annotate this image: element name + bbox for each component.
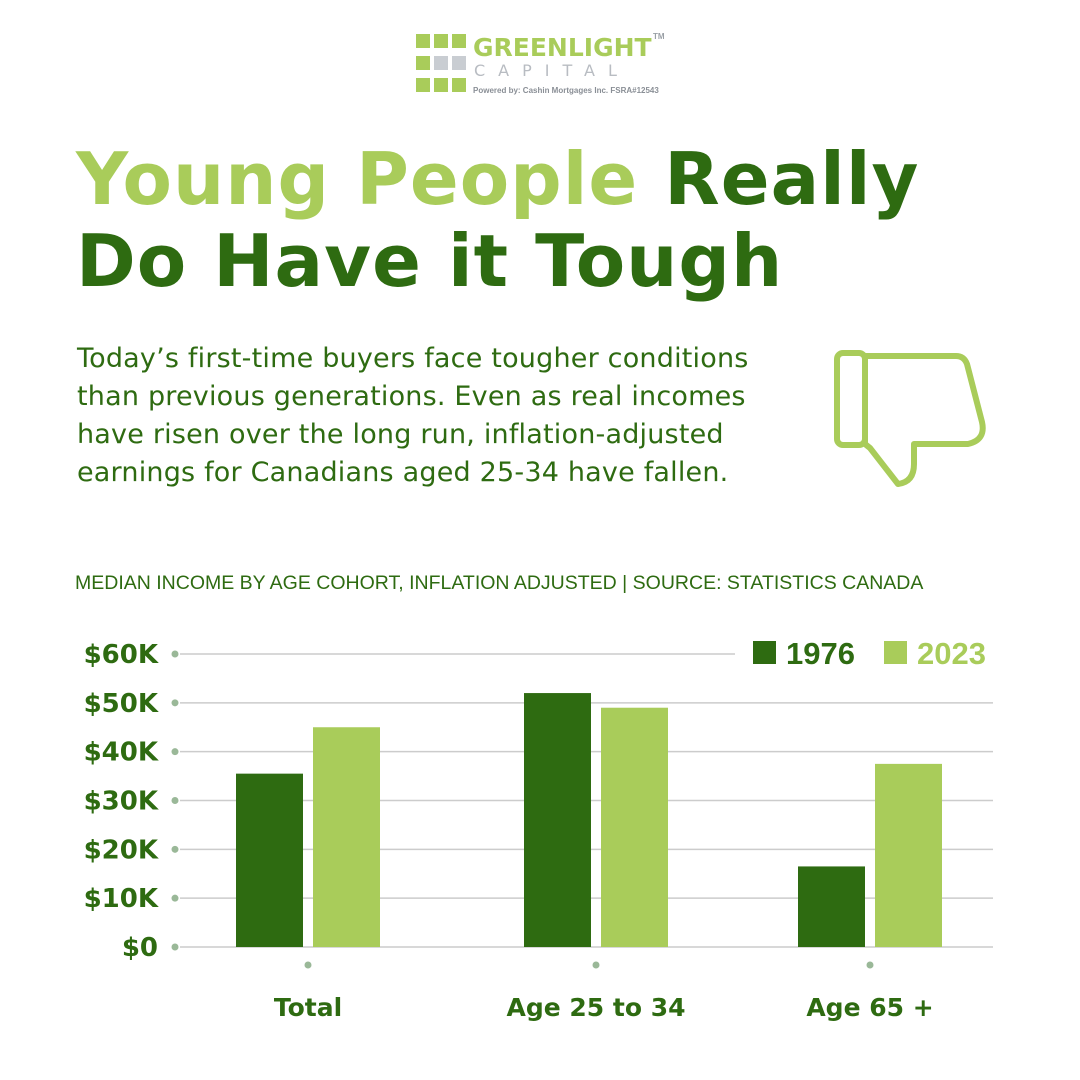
y-tick-dot [171, 797, 179, 804]
logo-powered-by: Powered by: Cashin Mortgages Inc. FSRA#1… [473, 86, 659, 95]
logo-trademark: TM [653, 32, 665, 41]
x-tick-dot [866, 961, 874, 969]
x-tick-label: Age 65 + [806, 993, 933, 1022]
title-line-1: Young People Really [76, 138, 1036, 220]
bar-1976 [236, 773, 303, 947]
axis-layer: $0 $10K $20K $30K $40K $50K $60K Total Age 25 to… [84, 640, 934, 1022]
legend-swatch [884, 641, 907, 664]
bar-chart: $0 $10K $20K $30K $40K $50K $60K Total Age 25 to… [84, 636, 993, 1022]
bar-2023 [875, 763, 942, 947]
logo-wordmark-bottom: CAPITAL [474, 61, 630, 80]
y-tick-label: $60K [84, 640, 159, 670]
y-tick-label: $10K [84, 884, 159, 914]
page-title: Young People Really Do Have it Tough [76, 138, 1036, 302]
bar-2023 [601, 707, 668, 947]
y-tick-label: $40K [84, 738, 159, 768]
logo-grid-icon [416, 34, 466, 92]
legend-swatch [753, 641, 776, 664]
legend-label: 1976 [786, 636, 855, 671]
y-tick-dot [171, 650, 179, 658]
bar-1976 [524, 693, 591, 947]
bar-1976 [798, 866, 865, 947]
chart-title: MEDIAN INCOME BY AGE COHORT, INFLATION A… [75, 572, 924, 594]
title-line-2: Do Have it Tough [76, 219, 784, 303]
y-tick-dot [171, 845, 179, 853]
intro-paragraph: Today’s first-time buyers face tougher c… [77, 343, 749, 488]
thumbs-down-icon [834, 350, 986, 487]
company-logo: GREENLIGHT TM CAPITAL Powered by: Cashin… [416, 32, 666, 100]
logo-wordmark-top: GREENLIGHT [473, 33, 652, 62]
y-tick-label: $0 [122, 933, 158, 963]
y-tick-label: $30K [84, 787, 159, 817]
x-tick-dot [304, 961, 312, 969]
y-tick-dot [171, 894, 179, 902]
y-tick-dot [171, 748, 179, 756]
y-tick-label: $20K [84, 835, 159, 865]
x-tick-label: Age 25 to 34 [506, 993, 685, 1022]
x-tick-dot [592, 961, 600, 969]
title-emphasis: Really [638, 137, 920, 221]
x-tick-label: Total [274, 993, 342, 1022]
y-tick-label: $50K [84, 689, 159, 719]
y-tick-dot [171, 699, 179, 707]
chart-legend: 1976 2023 [753, 636, 986, 671]
bars-layer [236, 693, 942, 947]
legend-label: 2023 [917, 636, 986, 671]
bar-2023 [313, 727, 380, 947]
y-tick-dot [171, 943, 179, 951]
title-highlight: Young People [76, 137, 639, 221]
